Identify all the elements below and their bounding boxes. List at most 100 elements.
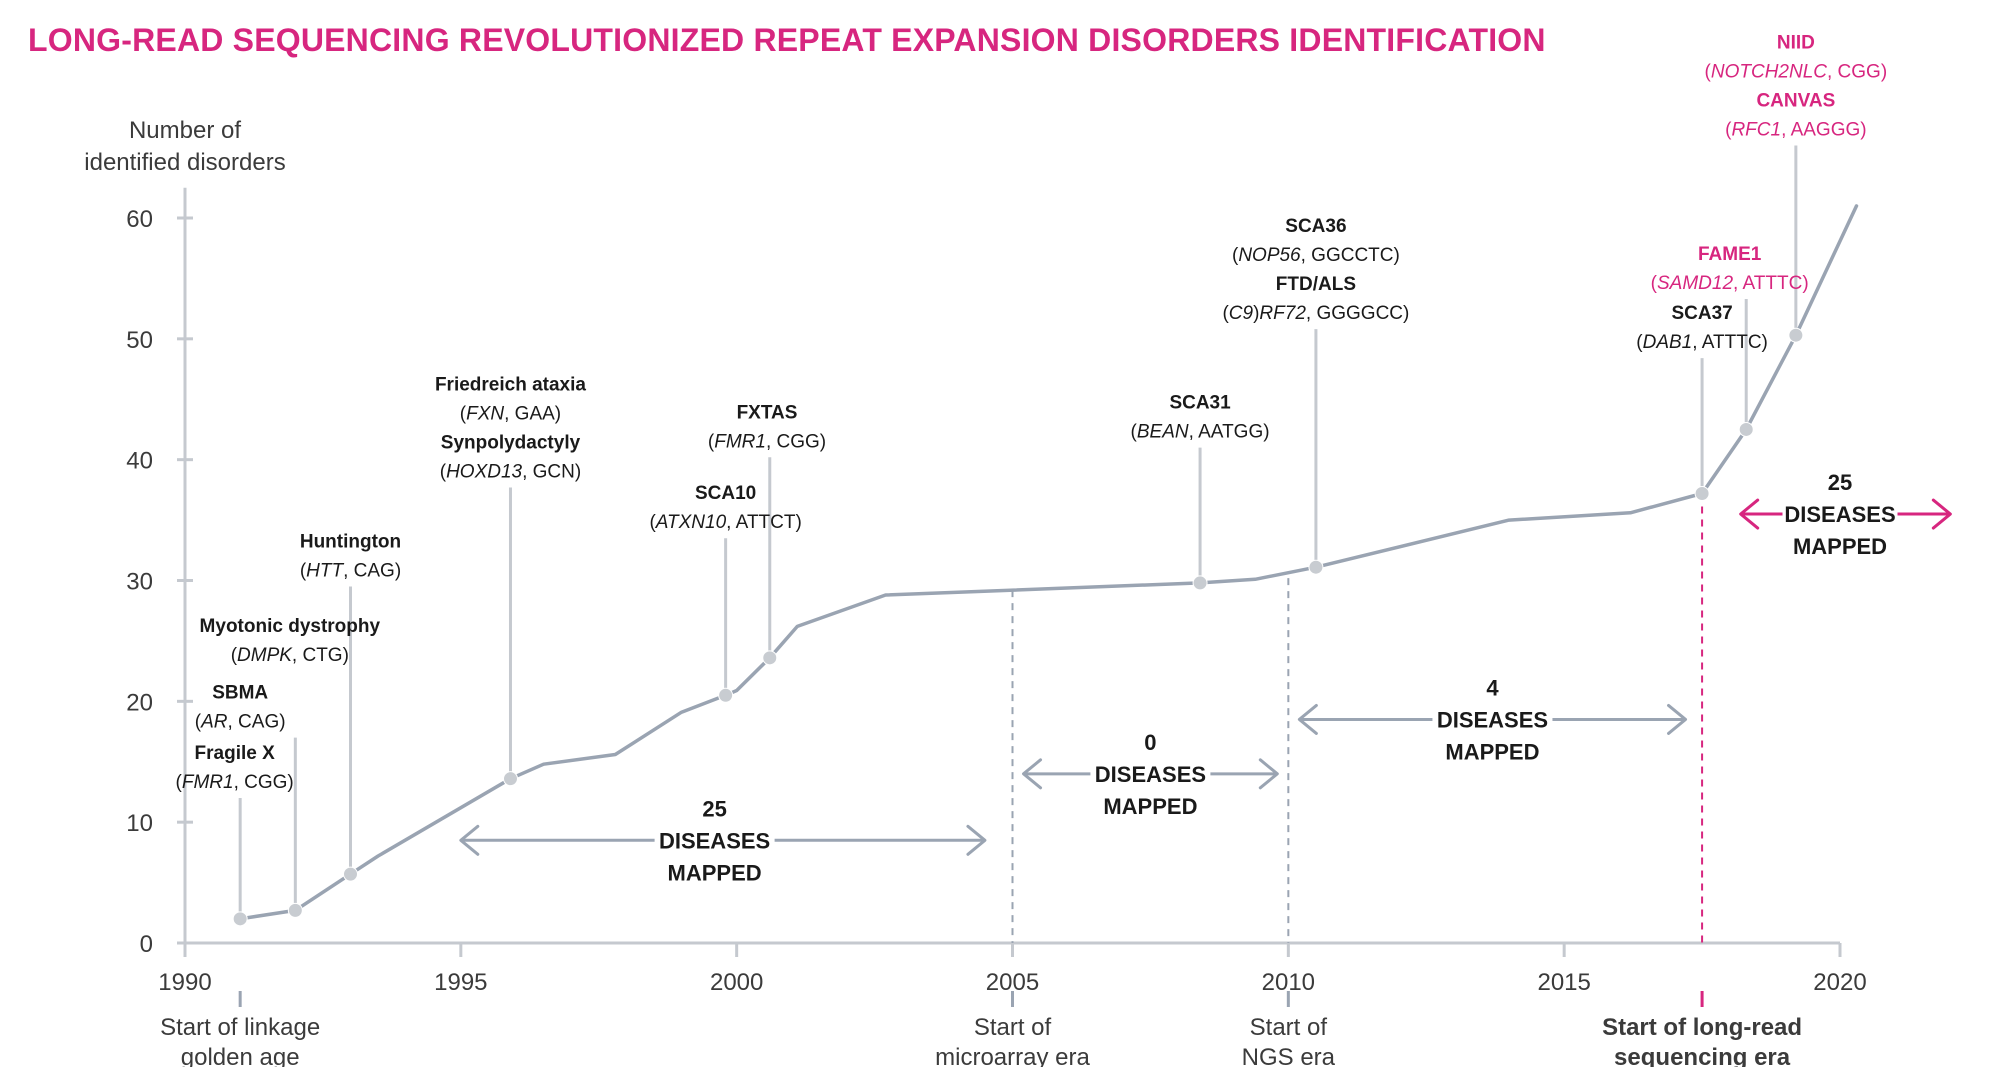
annotation-text-part: ( xyxy=(176,772,183,793)
y-tick-label: 20 xyxy=(126,689,153,716)
y-tick-label: 50 xyxy=(126,327,153,354)
annotation-text-part: , ATTCT) xyxy=(726,512,802,533)
annotation-text-part: SCA31 xyxy=(1169,393,1231,414)
annotation-text-part: ( xyxy=(1651,273,1658,294)
annotation-text-part: ( xyxy=(195,712,202,733)
era-label: Start of xyxy=(974,1014,1052,1041)
annotation-text-part: ( xyxy=(1636,332,1643,353)
annotation-text-part: , GGCCTC) xyxy=(1301,245,1400,266)
span-arrow-head-left xyxy=(1022,758,1043,790)
annotation-text-part: ( xyxy=(649,512,656,533)
annotation-text-part: , ATTTC) xyxy=(1733,273,1809,294)
annotation-text-part: NIID xyxy=(1777,33,1815,54)
y-tick-label: 60 xyxy=(126,206,153,233)
annotation-label: FTD/ALS xyxy=(1276,274,1356,295)
annotation-label: (BEAN, AATGG) xyxy=(1131,422,1270,443)
annotation-text-part: BEAN xyxy=(1137,422,1189,443)
annotation-label: (DMPK, CTG) xyxy=(231,645,349,666)
annotation-label: (NOTCH2NLC, CGG) xyxy=(1705,62,1888,83)
annotation-text-part: NOTCH2NLC xyxy=(1711,62,1827,83)
series-line xyxy=(238,204,1859,921)
annotation-text-part: FXTAS xyxy=(737,402,798,423)
annotation-label: (SAMD12, ATTTC) xyxy=(1651,273,1809,294)
span-arrow-head-left xyxy=(1297,703,1318,735)
annotation-text-part: DAB1 xyxy=(1643,332,1693,353)
annotation-text-part: FTD/ALS xyxy=(1276,274,1356,295)
annotation-text-part: ( xyxy=(300,561,307,582)
annotation-text-part: , CTG) xyxy=(292,645,349,666)
y-tick-label: 0 xyxy=(140,931,153,958)
chart-title: LONG-READ SEQUENCING REVOLUTIONIZED REPE… xyxy=(28,22,1546,58)
annotation-text-part: SCA37 xyxy=(1671,303,1732,324)
span-label: MAPPED xyxy=(1445,739,1539,764)
annotation-label: Friedreich ataxia xyxy=(435,374,586,395)
annotation-text-part: AR xyxy=(200,712,228,733)
annotation-text-part: SCA36 xyxy=(1285,216,1346,237)
annotation-text-part: Huntington xyxy=(300,532,401,553)
annotation-text-part: RFC1 xyxy=(1731,120,1781,141)
span-text-backdrop xyxy=(1432,706,1553,734)
annotation-text-part: , AAGGG) xyxy=(1781,120,1867,141)
annotation-text-part: , AATGG) xyxy=(1189,422,1270,443)
annotation-text-part: SCA10 xyxy=(695,483,756,504)
annotation-label: (FMR1, CGG) xyxy=(176,772,294,793)
span-label: 25 xyxy=(702,796,726,821)
era-label: sequencing era xyxy=(1614,1044,1791,1067)
span-label: 0 xyxy=(1144,730,1156,755)
annotation-text-part: ATXN10 xyxy=(655,512,727,533)
annotation-text-part: ( xyxy=(231,645,238,666)
data-point xyxy=(232,911,248,927)
annotation-label: FAME1 xyxy=(1698,244,1762,265)
annotation-label: SCA10 xyxy=(695,483,756,504)
annotation-text-part: FAME1 xyxy=(1698,244,1762,265)
annotation-label: (RFC1, AAGGG) xyxy=(1725,120,1866,141)
era-label: Start of long-read xyxy=(1602,1014,1802,1041)
annotation-label: CANVAS xyxy=(1756,91,1835,112)
annotation-text-part: Friedreich ataxia xyxy=(435,374,586,395)
annotation-label: FXTAS xyxy=(737,402,798,423)
annotation-text-part: , CAG) xyxy=(343,561,401,582)
annotation-text-part: HTT xyxy=(306,561,344,582)
annotation-text-part: ) xyxy=(1253,303,1259,324)
x-tick-label: 2015 xyxy=(1537,969,1590,996)
annotation-text-part: NOP56 xyxy=(1238,245,1301,266)
span-arrow-head-right xyxy=(1258,758,1279,790)
annotation-label: (DAB1, ATTTC) xyxy=(1636,332,1768,353)
annotation-text-part: C9 xyxy=(1229,303,1254,324)
data-point xyxy=(1192,575,1208,591)
annotation-text-part: Myotonic dystrophy xyxy=(200,616,381,637)
annotation-label: (HOXD13, GCN) xyxy=(440,461,581,482)
annotation-text-part: DMPK xyxy=(237,645,293,666)
era-label: NGS era xyxy=(1242,1044,1336,1067)
span-label: DISEASES xyxy=(1095,762,1206,787)
span-arrow-head-right xyxy=(1667,703,1688,735)
y-tick-label: 30 xyxy=(126,569,153,596)
annotation-label: (AR, CAG) xyxy=(195,712,286,733)
span-arrow-head-right xyxy=(1931,498,1952,530)
annotation-label: SBMA xyxy=(212,683,268,704)
annotation-label: Synpolydactyly xyxy=(441,432,581,453)
annotation-text-part: CANVAS xyxy=(1756,91,1835,112)
annotation-text-part: HOXD13 xyxy=(446,461,522,482)
annotation-text-part: , CAG) xyxy=(228,712,286,733)
annotation-text-part: ( xyxy=(1705,62,1712,83)
annotation-label: (ATXN10, ATTCT) xyxy=(649,512,801,533)
annotation-label: (HTT, CAG) xyxy=(300,561,401,582)
annotation-label: SCA31 xyxy=(1169,393,1231,414)
annotation-label: (C9)RF72, GGGGCC) xyxy=(1222,303,1409,324)
y-axis-title: Number of xyxy=(129,117,241,144)
annotation-text-part: , GAA) xyxy=(504,403,561,424)
span-label: DISEASES xyxy=(1437,707,1548,732)
span-arrow-head-left xyxy=(459,824,480,856)
annotation-label: (FXN, GAA) xyxy=(460,403,561,424)
annotation-text-part: SBMA xyxy=(212,683,268,704)
annotation-text-part: Fragile X xyxy=(195,743,276,764)
annotation-text-part: FXN xyxy=(466,403,504,424)
y-tick-label: 40 xyxy=(126,448,153,475)
annotation-label: (NOP56, GGCCTC) xyxy=(1232,245,1400,266)
x-tick-label: 2020 xyxy=(1813,969,1866,996)
data-point xyxy=(502,771,518,787)
y-axis-title: identified disorders xyxy=(84,149,285,176)
data-point xyxy=(343,866,358,882)
